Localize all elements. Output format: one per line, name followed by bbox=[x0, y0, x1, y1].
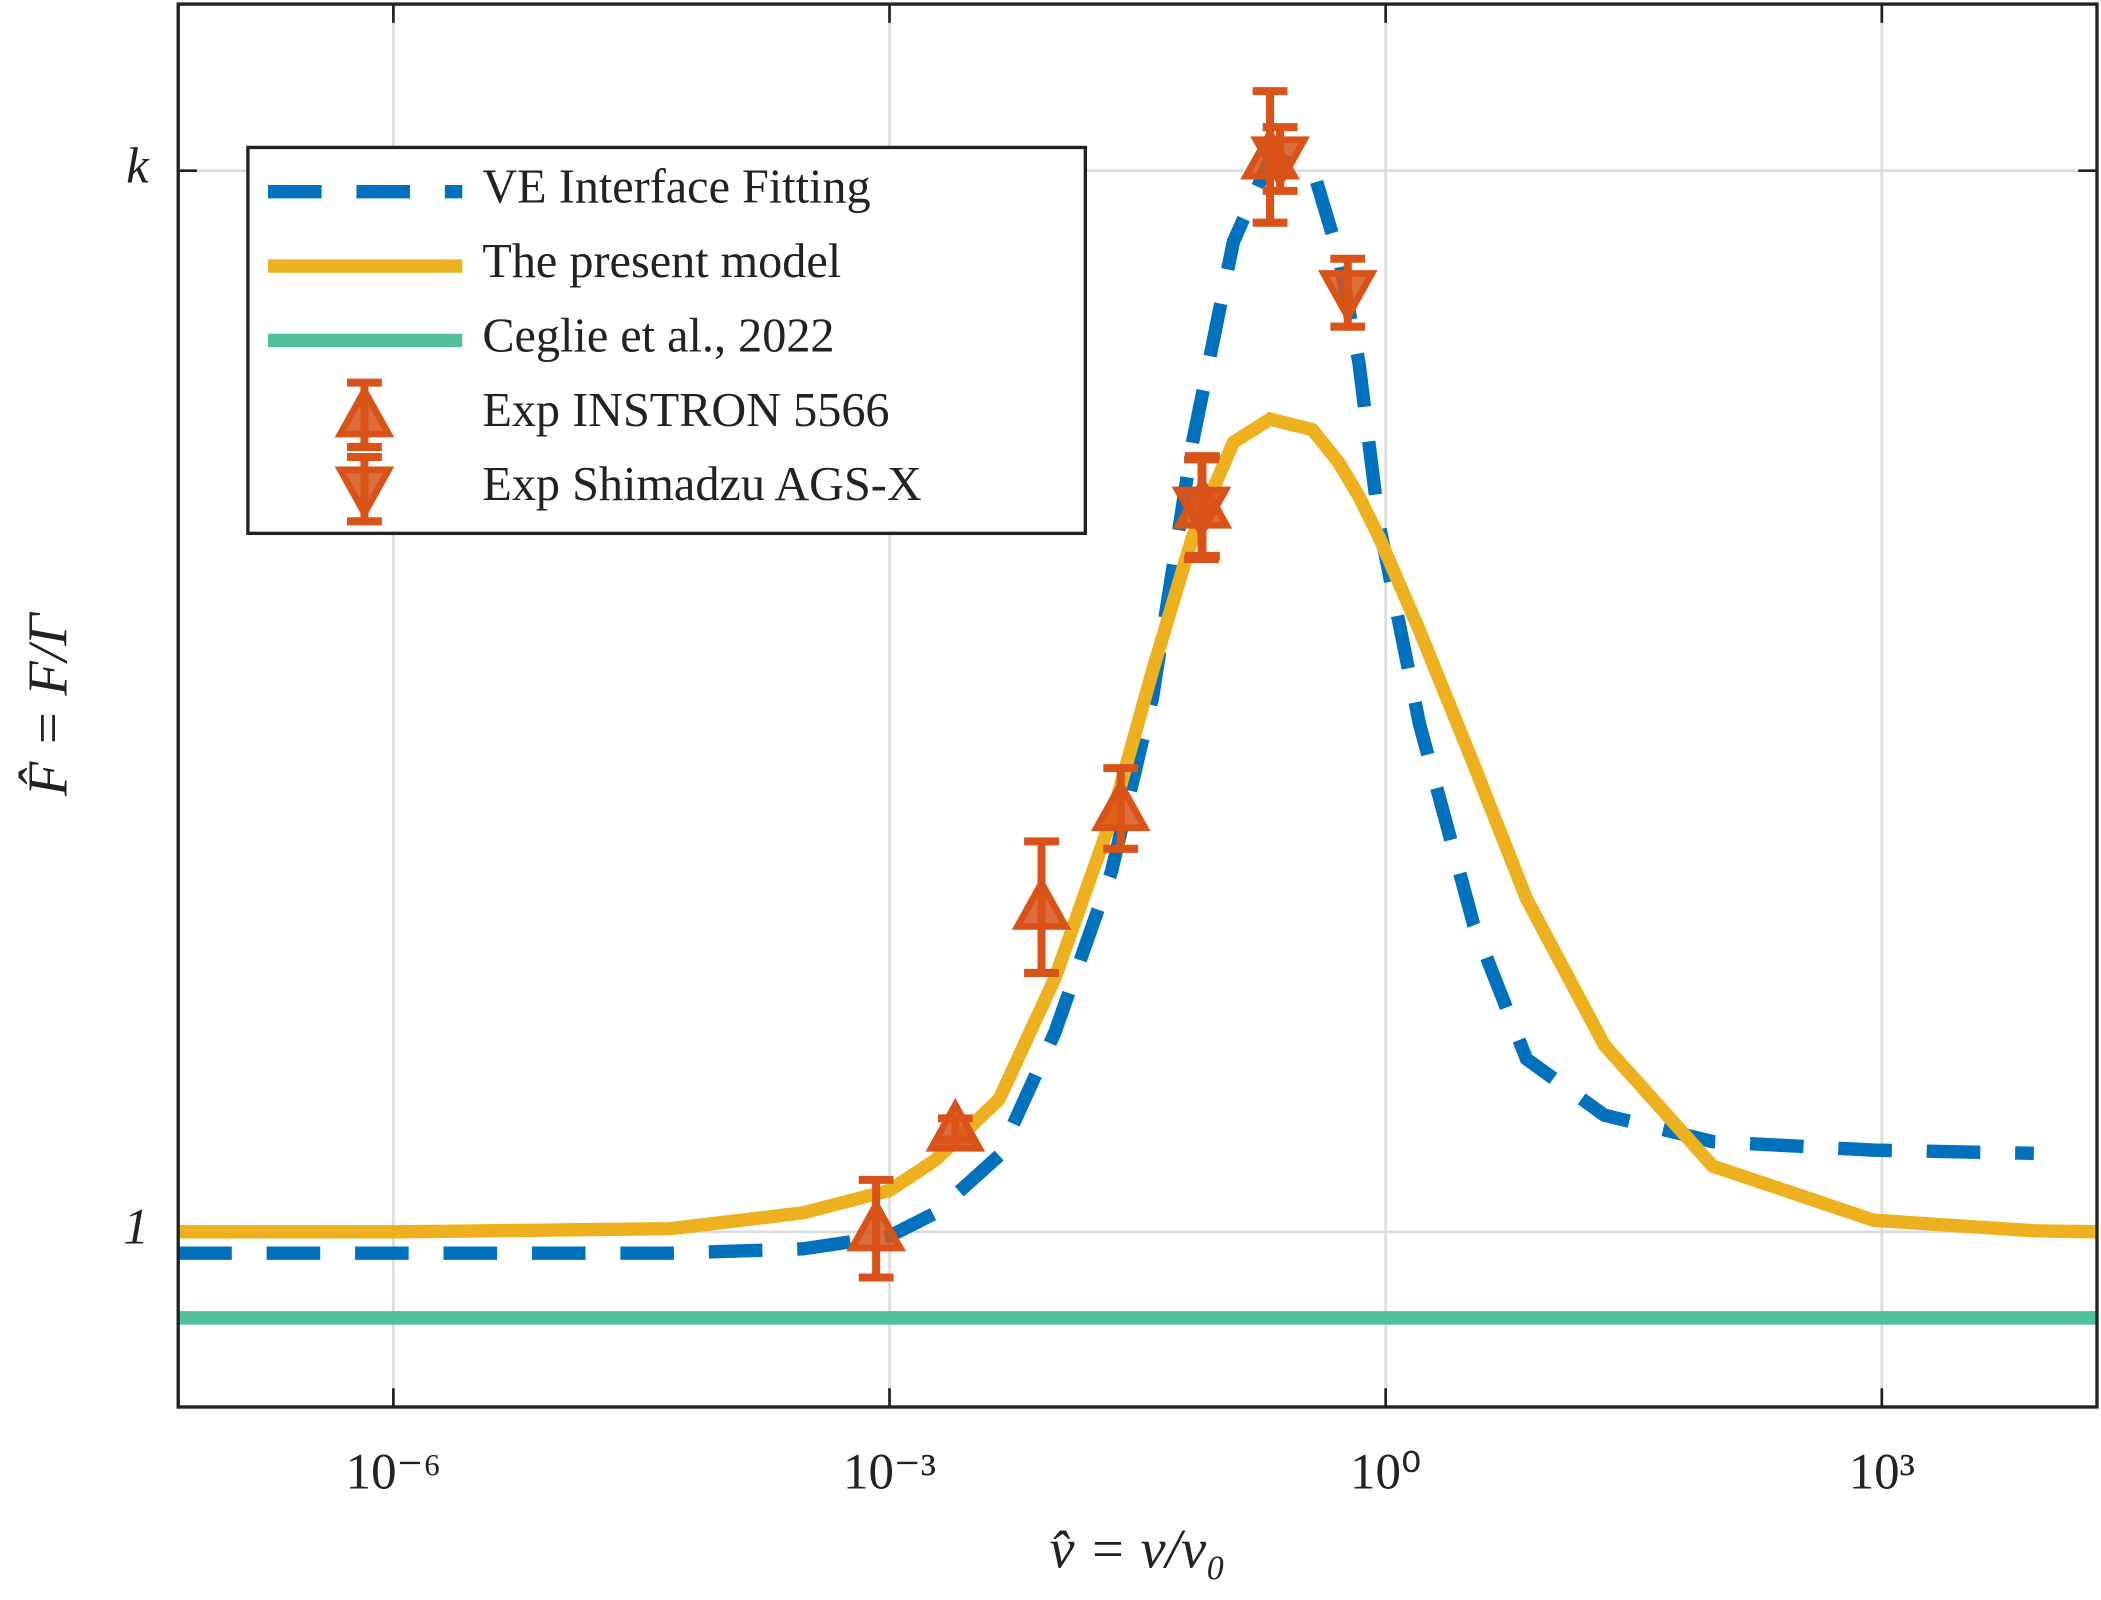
plot-frame bbox=[176, 2, 2099, 1409]
y-tick-label: k bbox=[126, 138, 150, 194]
legend-label: VE Interface Fitting bbox=[482, 161, 870, 214]
legend-label: The present model bbox=[482, 235, 841, 288]
marker bbox=[1171, 486, 1232, 541]
y-tick-label: 1 bbox=[123, 1200, 148, 1256]
x-tick-label: 10⁻⁶ bbox=[346, 1444, 442, 1500]
y-axis-label: F̂ = F/Γ bbox=[17, 612, 79, 797]
marker bbox=[1250, 136, 1310, 191]
series-line bbox=[178, 151, 2035, 1260]
series-line bbox=[178, 411, 2097, 1239]
legend-label: Exp INSTRON 5566 bbox=[482, 384, 889, 437]
marker bbox=[1011, 876, 1072, 930]
plot-area bbox=[178, 87, 2097, 1325]
marker bbox=[846, 1197, 906, 1252]
legend-label: Exp Shimadzu AGS-X bbox=[482, 458, 921, 511]
x-axis-label: v̂ = v/v₀ bbox=[1049, 1518, 1225, 1580]
legend-marker bbox=[334, 466, 395, 521]
marker bbox=[925, 1097, 986, 1152]
marker bbox=[1317, 270, 1378, 324]
legend-label: Ceglie et al., 2022 bbox=[482, 309, 834, 362]
x-tick-label: 10⁰ bbox=[1350, 1444, 1421, 1500]
x-tick-label: 10³ bbox=[1849, 1444, 1915, 1500]
legend-marker bbox=[334, 383, 395, 438]
legend: VE Interface Fitting The present model Ceg… bbox=[246, 145, 1088, 536]
marker bbox=[1090, 777, 1151, 832]
x-tick-label: 10⁻³ bbox=[843, 1444, 936, 1500]
